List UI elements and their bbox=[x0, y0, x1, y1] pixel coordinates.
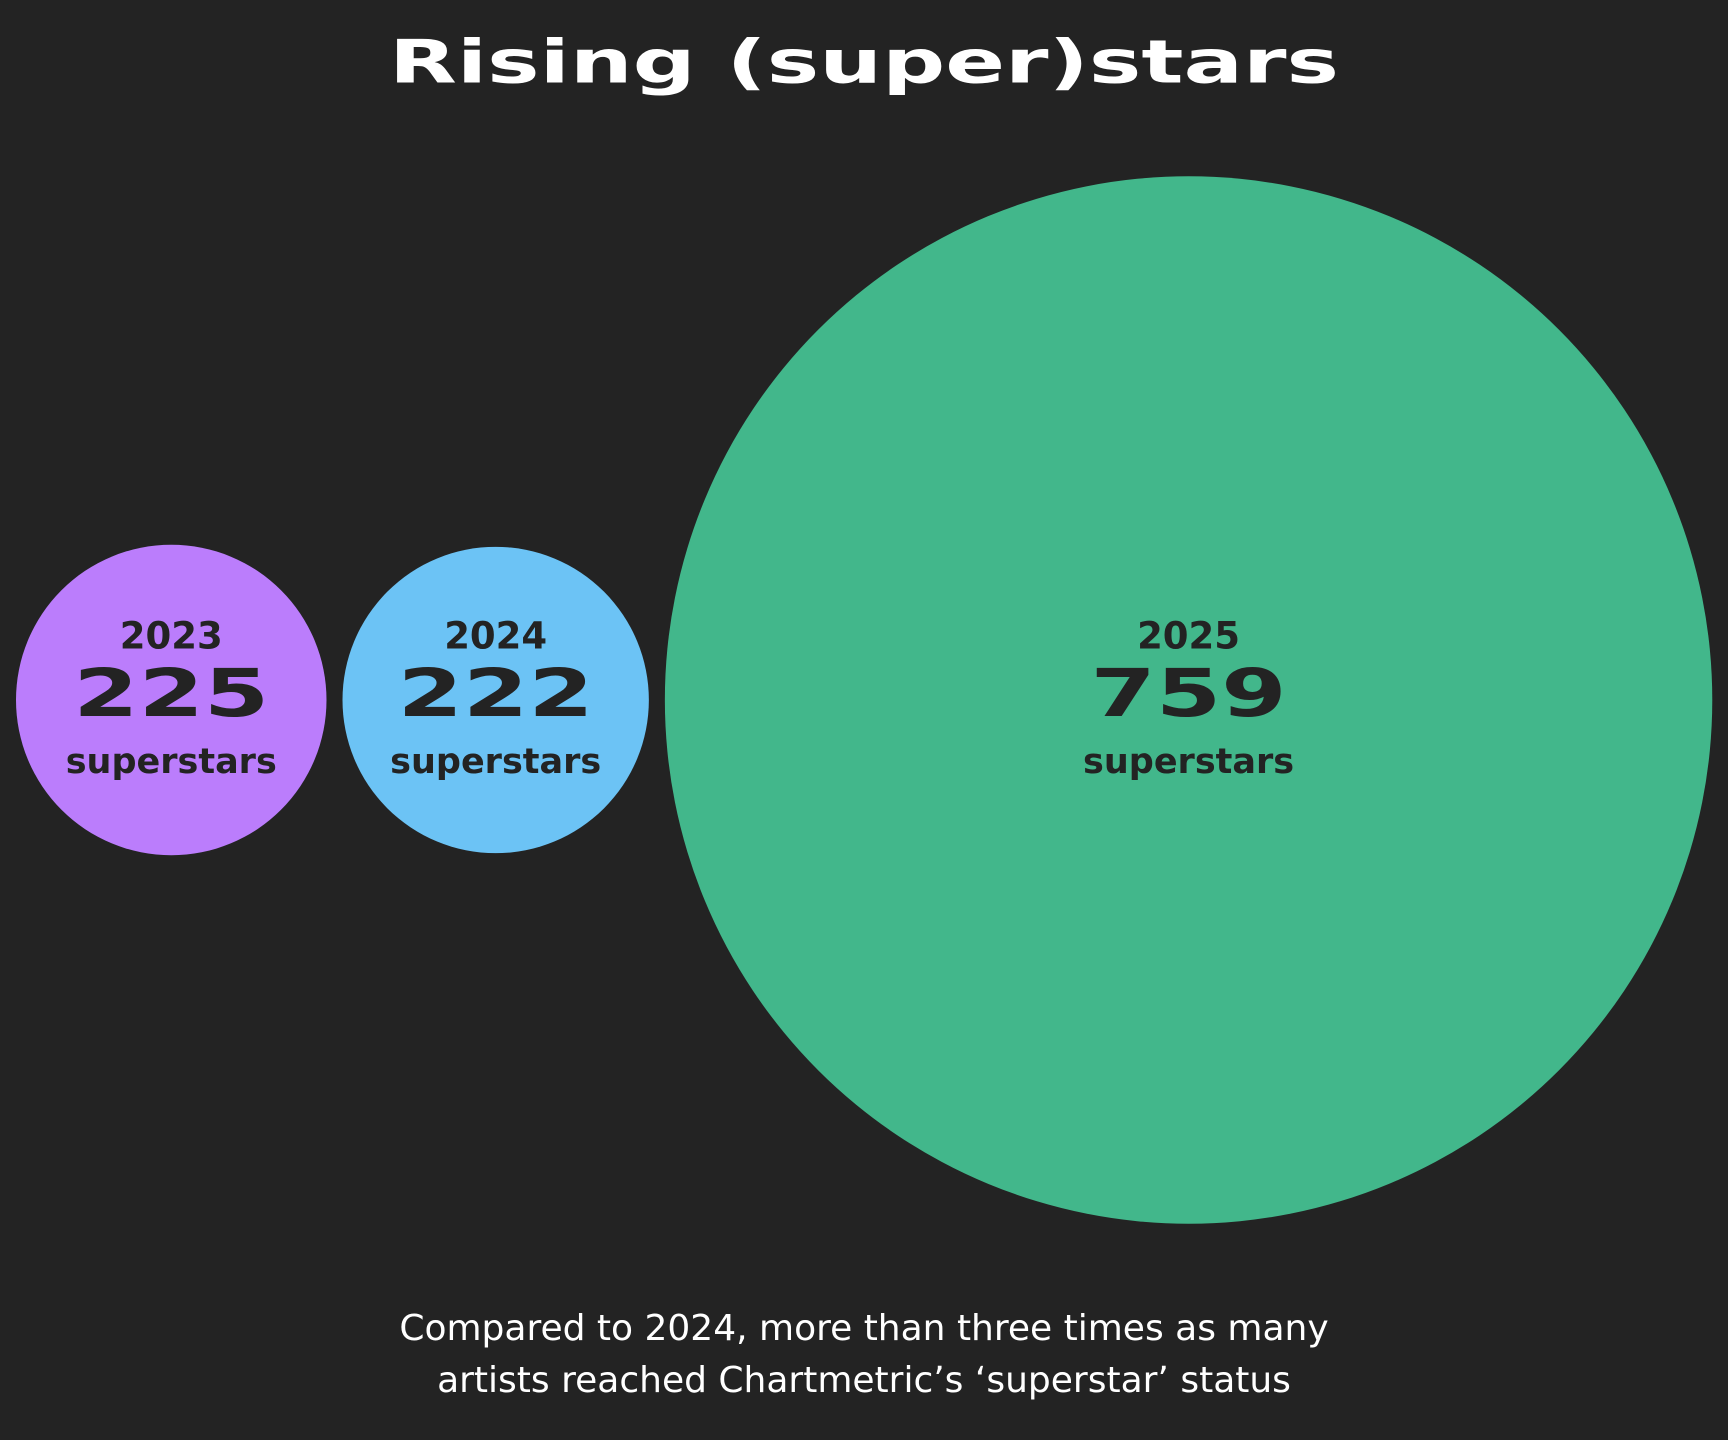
bubble-year: 2024 bbox=[444, 615, 547, 658]
bubble-unit: superstars bbox=[1083, 742, 1294, 782]
bubble-value: 225 bbox=[73, 655, 269, 732]
bubble bbox=[664, 176, 1713, 1224]
chart-title: Rising (super)stars bbox=[389, 28, 1339, 98]
bubble-year: 2025 bbox=[1137, 615, 1240, 658]
caption-line: Compared to 2024, more than three times … bbox=[399, 1308, 1328, 1349]
bubble-year: 2023 bbox=[120, 615, 223, 658]
bubble-unit: superstars bbox=[66, 742, 277, 782]
bubble-unit: superstars bbox=[390, 742, 601, 782]
bubble-value: 759 bbox=[1091, 655, 1287, 732]
bubble bbox=[16, 544, 327, 856]
bubble-value: 222 bbox=[398, 655, 594, 732]
bubble bbox=[342, 546, 649, 854]
caption-line: artists reached Chartmetric’s ‘superstar… bbox=[437, 1360, 1291, 1401]
